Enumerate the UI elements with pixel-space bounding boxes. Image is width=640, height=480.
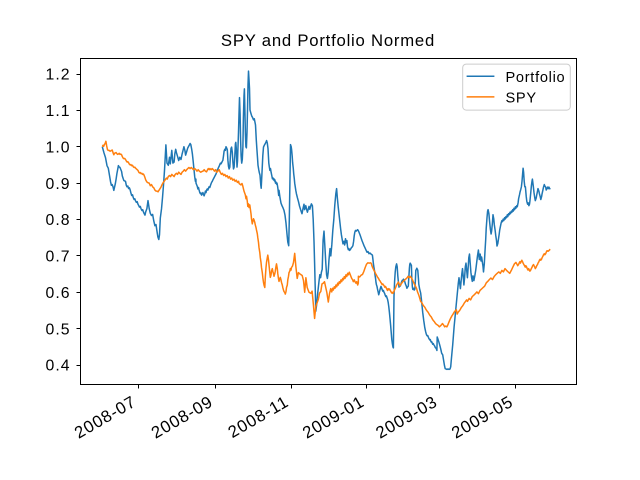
svg-text:Portfolio: Portfolio: [506, 70, 566, 86]
svg-text:0.4: 0.4: [46, 358, 71, 375]
svg-text:SPY and Portfolio Normed: SPY and Portfolio Normed: [221, 31, 435, 50]
svg-text:0.9: 0.9: [46, 176, 71, 193]
svg-text:0.5: 0.5: [46, 321, 71, 338]
svg-text:1.0: 1.0: [46, 140, 71, 157]
svg-text:SPY: SPY: [506, 91, 537, 107]
svg-text:0.7: 0.7: [46, 249, 71, 266]
svg-text:1.2: 1.2: [46, 67, 71, 84]
svg-text:0.8: 0.8: [46, 212, 71, 229]
svg-text:0.6: 0.6: [46, 285, 71, 302]
svg-text:1.1: 1.1: [46, 103, 71, 120]
